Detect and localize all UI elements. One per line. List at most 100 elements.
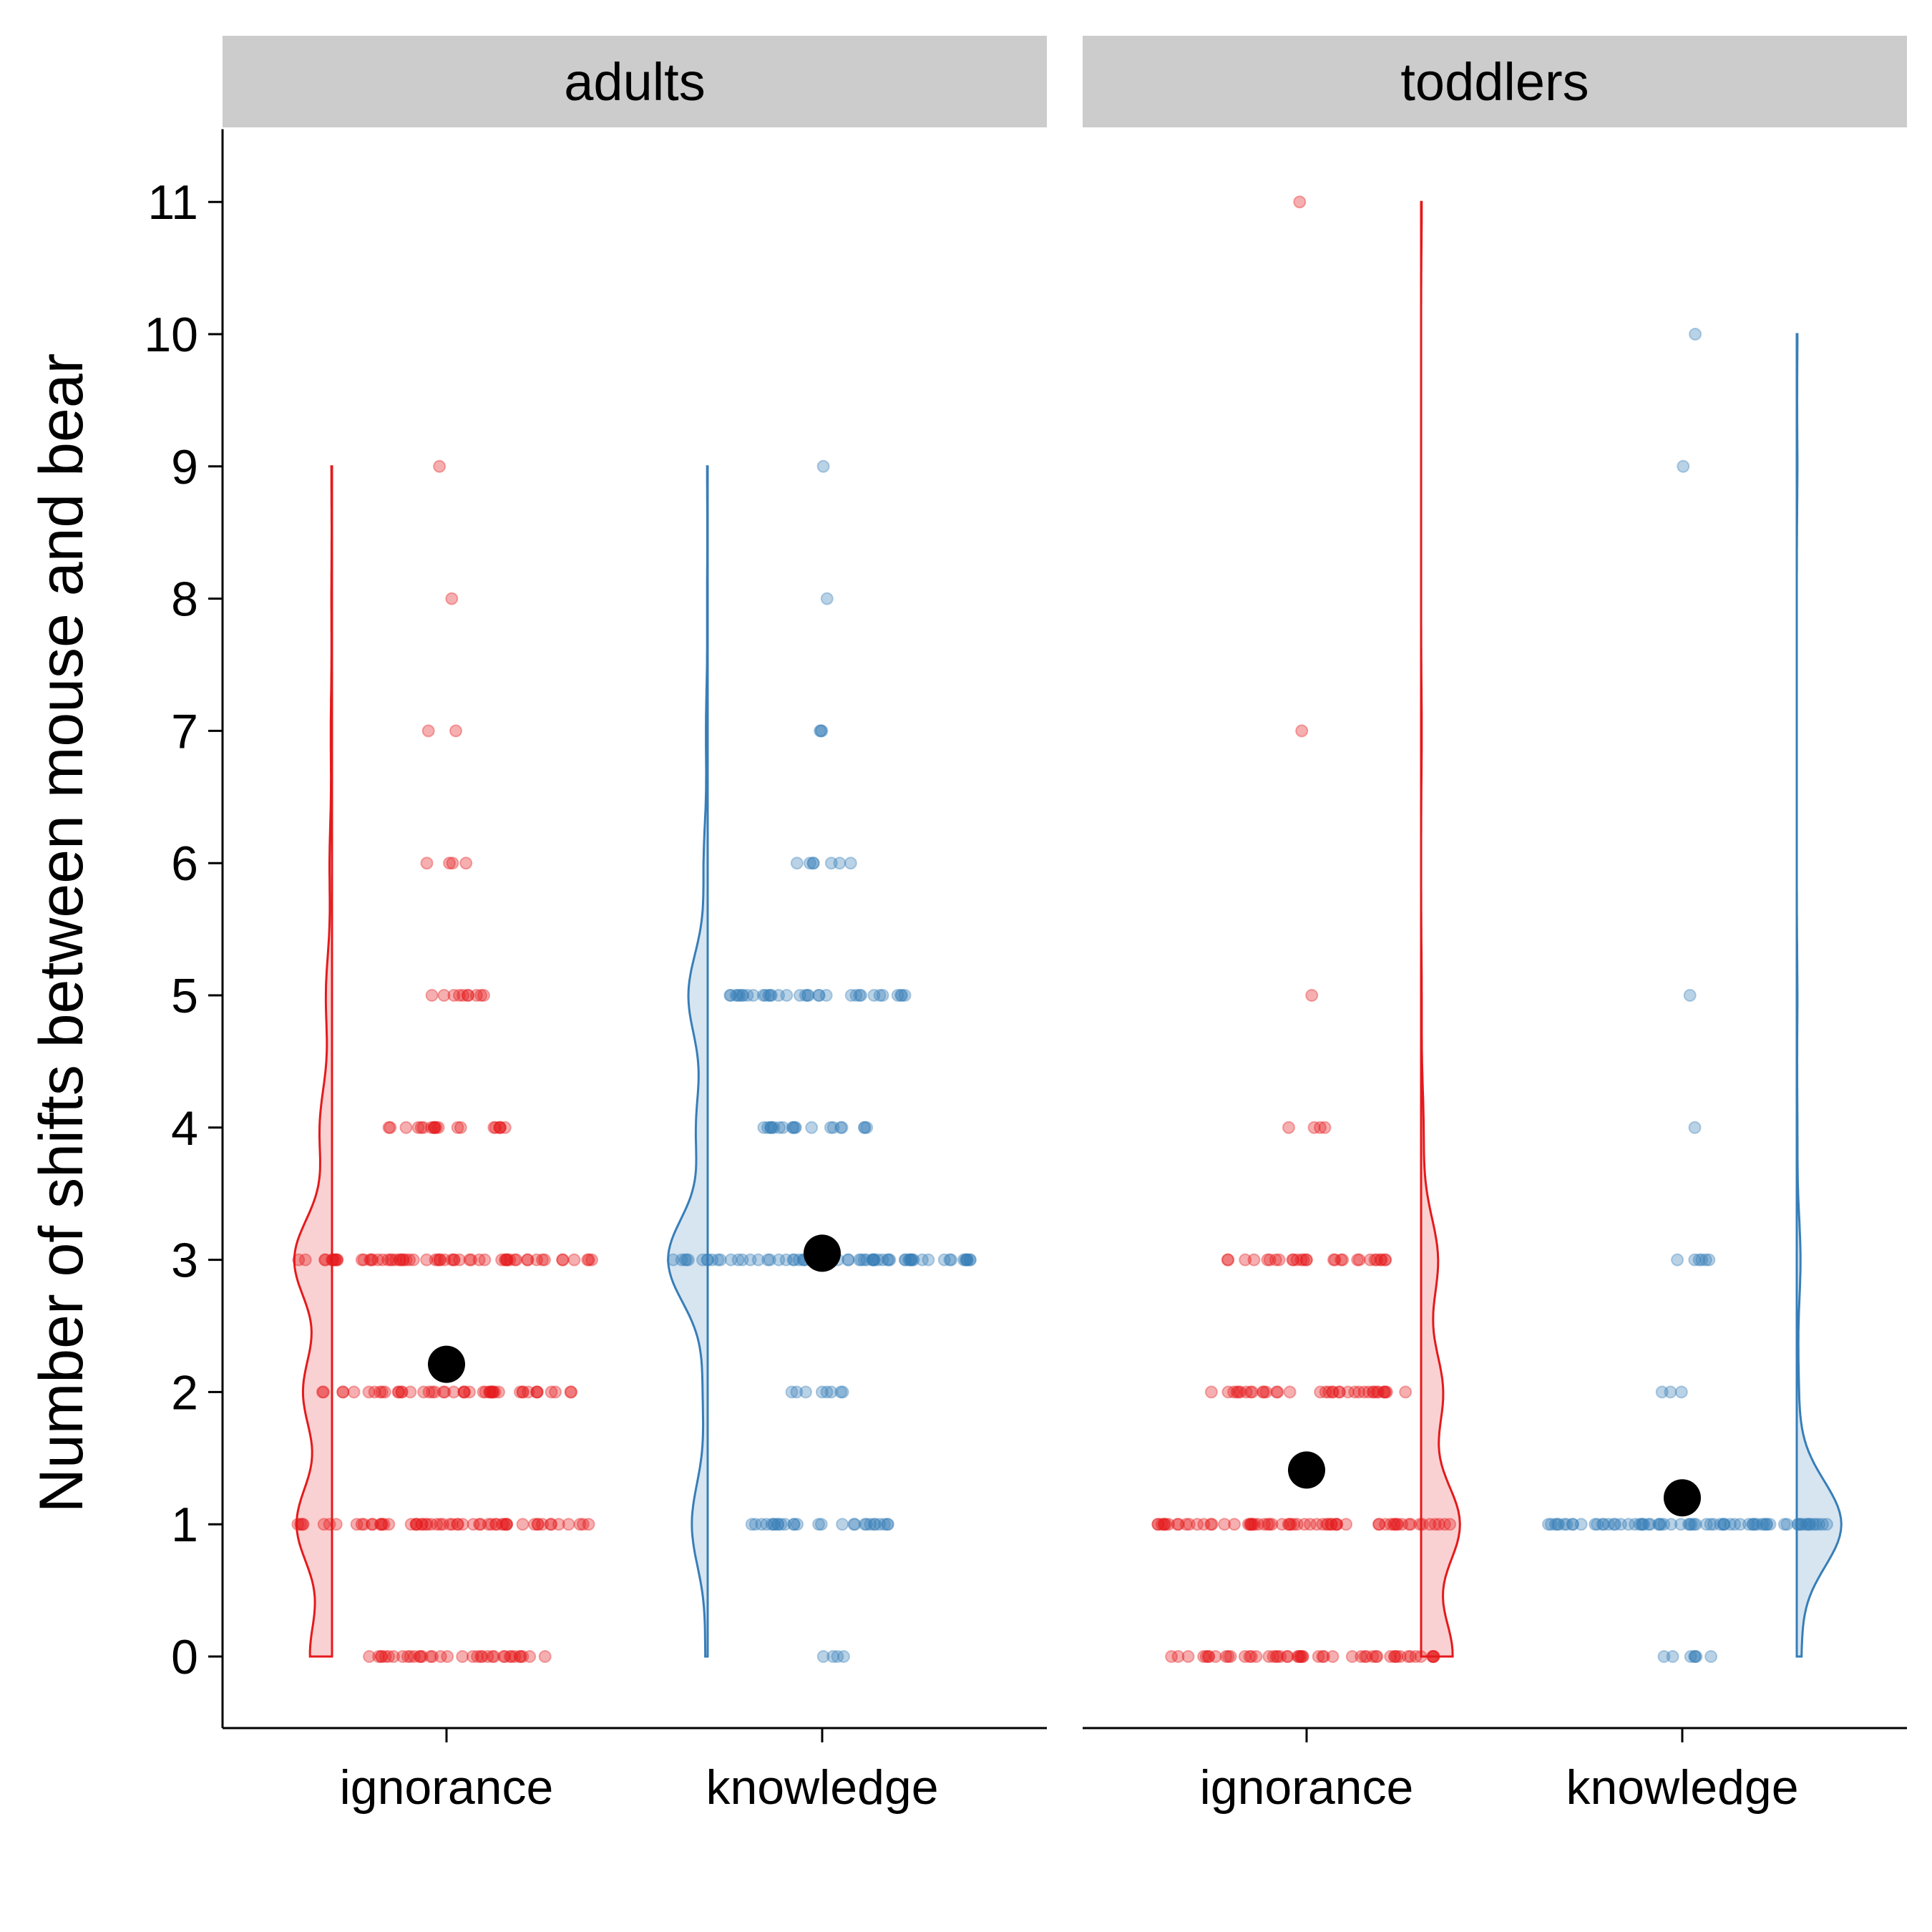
y-tick-label: 8 [171, 572, 198, 627]
data-point-ignorance [466, 1650, 479, 1663]
data-point-knowledge [1683, 1518, 1697, 1531]
data-point-ignorance [1197, 1650, 1211, 1663]
data-point-knowledge [820, 592, 834, 605]
data-point-ignorance [1330, 1518, 1343, 1531]
data-point-knowledge [831, 1650, 844, 1663]
data-point-knowledge [1689, 1650, 1703, 1663]
data-point-ignorance [492, 1385, 505, 1399]
data-point-knowledge [881, 1253, 894, 1267]
data-point-knowledge [1629, 1518, 1641, 1531]
data-point-ignorance [477, 1385, 490, 1399]
data-point-knowledge [836, 1518, 849, 1531]
data-point-knowledge [1707, 1518, 1720, 1531]
data-point-ignorance [1292, 1650, 1305, 1663]
data-point-knowledge [763, 1253, 776, 1267]
data-point-knowledge [878, 1518, 891, 1531]
data-point-ignorance [462, 989, 474, 1002]
data-point-ignorance [483, 1385, 497, 1399]
data-point-knowledge [841, 1253, 855, 1267]
data-point-knowledge [1792, 1518, 1805, 1531]
data-point-knowledge [805, 1121, 819, 1134]
violin-knowledge [1795, 333, 1843, 1658]
data-point-knowledge [819, 989, 833, 1002]
data-point-ignorance [413, 1650, 426, 1663]
data-point-knowledge [872, 1253, 885, 1267]
data-point-ignorance [1256, 1385, 1269, 1399]
data-point-ignorance [395, 1385, 409, 1399]
data-point-ignorance [433, 1253, 447, 1267]
data-point-ignorance [489, 1121, 502, 1134]
data-point-knowledge [790, 857, 804, 870]
data-point-knowledge [876, 1253, 889, 1267]
data-point-ignorance [1231, 1385, 1245, 1399]
data-point-ignorance [501, 1253, 514, 1267]
data-point-ignorance [1294, 1253, 1308, 1267]
data-point-ignorance [326, 1253, 340, 1267]
data-point-knowledge [1655, 1385, 1669, 1399]
data-point-ignorance [1314, 1385, 1327, 1399]
data-point-knowledge [1566, 1518, 1580, 1531]
data-point-ignorance [498, 1253, 512, 1267]
data-point-knowledge [767, 1518, 781, 1531]
data-point-knowledge [779, 1253, 793, 1267]
data-point-ignorance [1244, 1518, 1257, 1531]
data-point-ignorance [421, 1518, 434, 1531]
data-point-knowledge [680, 1253, 693, 1267]
data-point-knowledge [748, 1518, 762, 1531]
data-point-knowledge [1621, 1518, 1635, 1531]
y-tick-label: 6 [171, 836, 198, 891]
data-point-knowledge [1728, 1518, 1742, 1531]
data-point-knowledge [853, 989, 867, 1002]
data-point-knowledge [858, 1518, 872, 1531]
data-point-knowledge [1791, 1518, 1805, 1531]
data-point-knowledge [678, 1253, 692, 1267]
data-point-ignorance [498, 1121, 512, 1134]
data-point-ignorance [1197, 1518, 1211, 1531]
data-point-ignorance [1238, 1650, 1252, 1663]
data-point-knowledge [1688, 1253, 1702, 1267]
data-point-ignorance [447, 1385, 460, 1399]
data-point-ignorance [1179, 1518, 1193, 1531]
data-point-knowledge [1596, 1518, 1609, 1531]
data-point-ignorance [399, 1121, 413, 1134]
data-point-knowledge [1560, 1518, 1574, 1531]
data-point-ignorance [1297, 1253, 1310, 1267]
data-point-ignorance [1423, 1518, 1437, 1531]
data-point-ignorance [462, 989, 475, 1002]
data-point-ignorance [1352, 1385, 1366, 1399]
data-point-ignorance [375, 1650, 389, 1663]
data-point-knowledge [867, 1253, 880, 1267]
data-point-ignorance [1239, 1385, 1253, 1399]
data-point-ignorance [376, 1518, 389, 1531]
data-point-ignorance [1234, 1385, 1247, 1399]
data-point-ignorance [1377, 1385, 1391, 1399]
data-point-ignorance [317, 1385, 330, 1399]
data-point-ignorance [464, 1253, 478, 1267]
data-point-ignorance [1274, 1650, 1287, 1663]
data-point-knowledge [902, 1253, 915, 1267]
data-point-ignorance [1427, 1650, 1440, 1663]
data-point-ignorance [434, 1650, 447, 1663]
data-point-knowledge [904, 1253, 918, 1267]
data-point-knowledge [768, 1518, 781, 1531]
data-point-knowledge [761, 1121, 774, 1134]
data-point-knowledge [755, 1518, 769, 1531]
data-point-knowledge [736, 1253, 749, 1267]
data-point-ignorance [421, 724, 435, 738]
data-point-ignorance [355, 1518, 369, 1531]
data-point-ignorance [1404, 1518, 1418, 1531]
data-point-ignorance [1340, 1518, 1353, 1531]
data-point-ignorance [459, 857, 473, 870]
data-point-ignorance [582, 1518, 595, 1531]
data-point-knowledge [814, 1518, 828, 1531]
data-point-ignorance [364, 1253, 378, 1267]
data-point-ignorance [1358, 1650, 1372, 1663]
data-point-ignorance [1325, 1385, 1339, 1399]
data-point-ignorance [538, 1650, 552, 1663]
data-point-ignorance [381, 1253, 395, 1267]
data-point-knowledge [837, 1650, 850, 1663]
violin-knowledge [667, 465, 709, 1658]
data-point-ignorance [446, 1518, 459, 1531]
data-point-ignorance [1307, 1121, 1321, 1134]
data-point-knowledge [824, 1385, 838, 1399]
